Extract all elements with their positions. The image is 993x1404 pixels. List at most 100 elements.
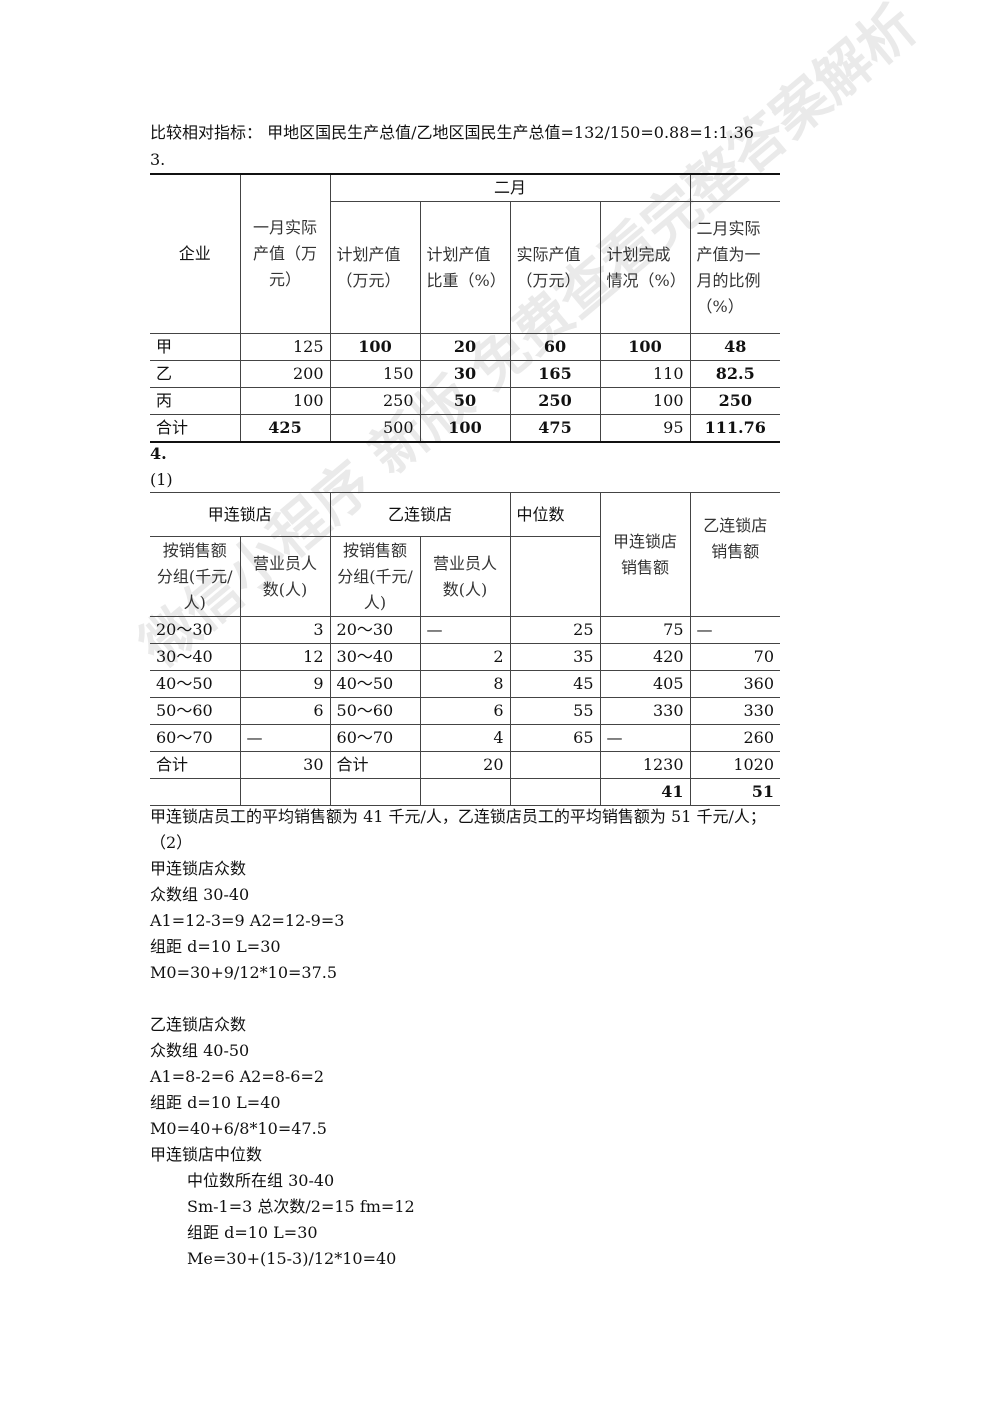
cell: 95 [599, 414, 691, 443]
cell: 70 [689, 643, 781, 671]
table-row: 30～40 12 30～40 2 35 420 70 [150, 643, 781, 671]
cell [509, 751, 601, 779]
cell: 6 [239, 697, 331, 725]
table-row: 20～30 3 20～30—25 75— [150, 616, 781, 644]
cell: 100 [599, 333, 691, 361]
section-4-label: 4. [150, 444, 167, 463]
cell: 100 [329, 333, 421, 361]
cell: 丙 [150, 387, 241, 415]
cell: 20～30 [329, 616, 421, 644]
cell: 60～70 [150, 724, 241, 752]
cell: — [419, 616, 511, 644]
text-line: Sm-1=3 总次数/2=15 fm=12 [187, 1197, 415, 1216]
cell: 50～60 [150, 697, 241, 725]
cell: 330 [599, 697, 691, 725]
cell: 30 [419, 360, 511, 388]
table-row: 40～50 9 40～50 8 45 405 360 [150, 670, 781, 698]
cell: 4 [419, 724, 511, 752]
header-store-a-sales: 甲连锁店销售额 [599, 492, 691, 617]
cell: 250 [509, 387, 601, 415]
cell: 合计 [150, 414, 241, 443]
text-line: 中位数所在组 30-40 [187, 1171, 335, 1190]
table-row-total: 合计 425 500 100 475 95 111.76 [150, 414, 781, 443]
header-plan-completion: 计划完成情况（%） [599, 201, 691, 334]
header-store-b-sales: 乙连锁店销售额 [689, 492, 781, 617]
header-planned-output: 计划产值（万元） [330, 201, 421, 334]
cell: 40～50 [329, 670, 421, 698]
table-row: 丙 100 250 50 250 100 250 [150, 387, 781, 415]
text-line: A1=12-3=9 A2=12-9=3 [150, 911, 345, 930]
cell: 100 [239, 387, 331, 415]
cell: 110 [599, 360, 691, 388]
text-line: 甲连锁店众数 [150, 859, 247, 878]
cell: 475 [509, 414, 601, 443]
cell [239, 778, 331, 806]
cell: 20～30 [150, 616, 241, 644]
cell: 100 [599, 387, 691, 415]
header-store-b: 乙连锁店 [329, 492, 511, 537]
cell: 9 [239, 670, 331, 698]
cell: 25 [509, 616, 601, 644]
cell: 12 [239, 643, 331, 671]
cell: 250 [329, 387, 421, 415]
cell: 乙 [150, 360, 241, 388]
header-february: 二月 [329, 173, 691, 202]
cell [419, 778, 511, 806]
table-row: 乙 200 150 30 165 110 82.5 [150, 360, 781, 388]
cell: 360 [689, 670, 781, 698]
cell: 30～40 [329, 643, 421, 671]
cell: 41 [599, 778, 691, 806]
text-line: 众数组 30-40 [150, 885, 250, 904]
cell: 6 [419, 697, 511, 725]
cell: 30 [239, 751, 331, 779]
cell: 40～50 [150, 670, 241, 698]
cell: 420 [599, 643, 691, 671]
cell: 45 [509, 670, 601, 698]
header-sales-group-b: 按销售额分组(千元/人) [329, 536, 421, 617]
header-plan-share: 计划产值比重（%） [419, 201, 511, 334]
header-store-a: 甲连锁店 [150, 492, 331, 537]
cell: 330 [689, 697, 781, 725]
cell: 8 [419, 670, 511, 698]
cell: 30～40 [150, 643, 241, 671]
text-line: （2） [150, 833, 193, 852]
cell: 425 [239, 414, 331, 443]
cell: 200 [239, 360, 331, 388]
cell: 60～70 [329, 724, 421, 752]
header-actual-output: 实际产值（万元） [509, 201, 601, 334]
cell: — [689, 616, 781, 644]
text-line: M0=30+9/12*10=37.5 [150, 963, 338, 982]
part-1-label: (1) [150, 470, 173, 489]
cell: 60 [509, 333, 601, 361]
cell: 55 [509, 697, 601, 725]
text-line: 众数组 40-50 [150, 1041, 250, 1060]
cell: 20 [419, 751, 511, 779]
intro-line: 比较相对指标： 甲地区国民生产总值/乙地区国民生产总值=132/150=0.88… [150, 123, 754, 142]
cell: 260 [689, 724, 781, 752]
cell: 2 [419, 643, 511, 671]
cell: 65 [509, 724, 601, 752]
cell: — [599, 724, 691, 752]
cell: 250 [689, 387, 781, 415]
table-row: 合计 30 合计 20 1230 1020 [150, 751, 781, 779]
cell: 1230 [599, 751, 691, 779]
cell: 150 [329, 360, 421, 388]
header-midpoint: 中位数 [509, 492, 601, 537]
table-row: 41 51 [150, 778, 781, 806]
cell [329, 778, 421, 806]
section-3-label: 3. [150, 150, 166, 169]
header-enterprise: 企业 [150, 173, 241, 334]
cell: 75 [599, 616, 691, 644]
cell [150, 778, 241, 806]
header-staff-count-b: 营业员人数(人) [419, 536, 511, 617]
cell: 50 [419, 387, 511, 415]
table-chain-store-sales: 甲连锁店 乙连锁店 中位数 甲连锁店销售额 乙连锁店销售额 按销售额分组(千元/… [150, 492, 781, 806]
text-line: 乙连锁店众数 [150, 1015, 247, 1034]
header-staff-count-a: 营业员人数(人) [239, 536, 331, 617]
text-line: 甲连锁店中位数 [150, 1145, 263, 1164]
header-feb-jan-ratio: 二月实际产值为一月的比例（%） [689, 201, 781, 334]
text-line: Me=30+(15-3)/12*10=40 [187, 1249, 397, 1268]
cell: 35 [509, 643, 601, 671]
table-row: 60～70—60～70 4 65—260 [150, 724, 781, 752]
table-row: 甲 125 100 20 60 100 48 [150, 333, 781, 361]
